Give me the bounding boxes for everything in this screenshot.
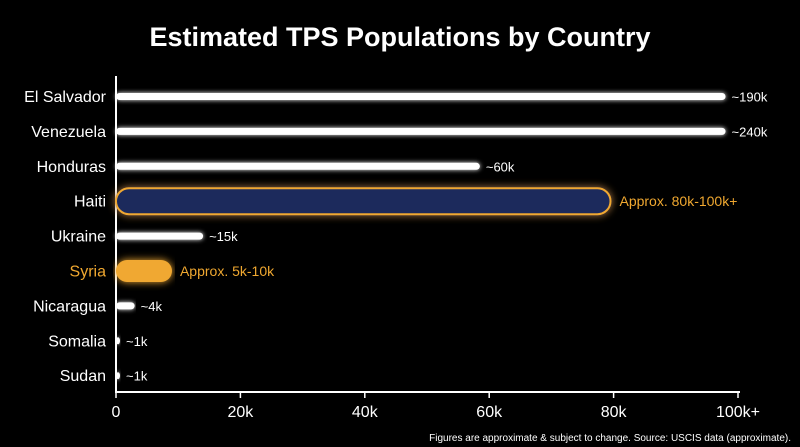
x-tick-label: 60k [476, 404, 503, 421]
chart-title: Estimated TPS Populations by Country [149, 22, 650, 52]
bar-haiti [115, 187, 612, 216]
value-label-somalia: ~1k [126, 334, 148, 349]
bar-honduras [116, 162, 480, 170]
bar-venezuela [116, 127, 726, 135]
bar-somalia [116, 337, 120, 345]
bar-nicaragua [116, 302, 135, 310]
bar-sudan [116, 372, 120, 380]
value-label-el-salvador: ~190k [732, 90, 768, 105]
value-label-sudan: ~1k [126, 369, 148, 384]
x-tick-label: 20k [228, 404, 255, 421]
bars-layer: El Salvador ~190k Venezuela ~240k Honduras ~6… [24, 89, 768, 385]
bar-el-salvador [116, 93, 726, 100]
value-label-venezuela: ~240k [732, 124, 768, 139]
value-label-nicaragua: ~4k [141, 299, 163, 314]
value-label-syria: Approx. 5k-10k [180, 263, 275, 279]
bar-ukraine [116, 232, 204, 240]
bar-syria [116, 260, 172, 282]
category-label-honduras: Honduras [37, 159, 106, 176]
category-label-sudan: Sudan [60, 368, 106, 385]
x-tick-label: 40k [352, 404, 379, 421]
category-label-venezuela: Venezuela [31, 124, 106, 141]
value-label-honduras: ~60k [486, 159, 515, 174]
value-label-haiti: Approx. 80k-100k+ [619, 193, 737, 209]
value-label-ukraine: ~15k [209, 229, 238, 244]
x-tick-label: 80k [601, 404, 628, 421]
x-tick-label: 100k+ [716, 404, 760, 421]
x-axis-ticks: 0 20k 40k 60k 80k 100k+ [112, 392, 760, 421]
category-label-ukraine: Ukraine [51, 229, 106, 246]
footnote: Figures are approximate & subject to cha… [429, 433, 791, 444]
category-label-nicaragua: Nicaragua [33, 298, 106, 315]
category-label-haiti: Haiti [74, 194, 106, 211]
x-tick-label: 0 [112, 404, 121, 421]
category-label-el-salvador: El Salvador [24, 89, 106, 106]
category-label-syria: Syria [70, 264, 107, 281]
category-label-somalia: Somalia [48, 333, 106, 350]
